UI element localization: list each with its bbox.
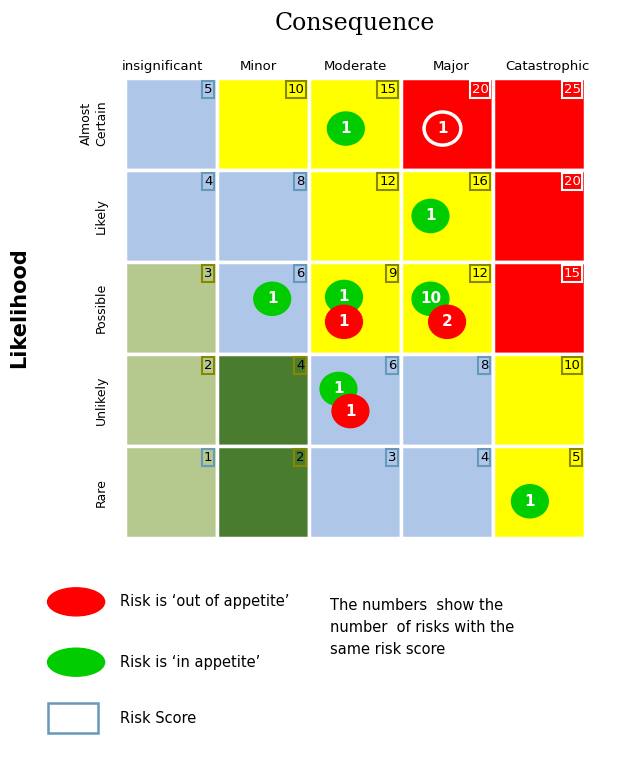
Text: 4: 4 bbox=[296, 359, 304, 372]
Ellipse shape bbox=[320, 373, 357, 406]
FancyBboxPatch shape bbox=[125, 78, 217, 170]
Text: Rare: Rare bbox=[94, 478, 108, 507]
Text: Possible: Possible bbox=[94, 283, 108, 333]
Text: The numbers  show the
number  of risks with the
same risk score: The numbers show the number of risks wit… bbox=[330, 598, 514, 657]
Text: 1: 1 bbox=[204, 450, 212, 464]
Text: 4: 4 bbox=[480, 450, 488, 464]
Text: 3: 3 bbox=[388, 450, 396, 464]
Text: Unlikely: Unlikely bbox=[94, 376, 108, 425]
FancyBboxPatch shape bbox=[309, 354, 401, 446]
Ellipse shape bbox=[327, 112, 365, 145]
Text: 15: 15 bbox=[380, 82, 396, 95]
FancyBboxPatch shape bbox=[125, 354, 217, 446]
Text: 1: 1 bbox=[345, 403, 356, 419]
Text: Likelihood: Likelihood bbox=[9, 248, 29, 368]
FancyBboxPatch shape bbox=[217, 78, 309, 170]
FancyBboxPatch shape bbox=[309, 262, 401, 354]
FancyBboxPatch shape bbox=[401, 446, 493, 538]
Text: 8: 8 bbox=[480, 359, 488, 372]
Text: Risk is ‘in appetite’: Risk is ‘in appetite’ bbox=[120, 654, 261, 670]
Ellipse shape bbox=[512, 484, 548, 518]
FancyBboxPatch shape bbox=[309, 170, 401, 262]
FancyBboxPatch shape bbox=[125, 170, 217, 262]
Text: Minor: Minor bbox=[240, 60, 277, 73]
Text: 6: 6 bbox=[388, 359, 396, 372]
Text: Catastrophic: Catastrophic bbox=[505, 60, 590, 73]
Ellipse shape bbox=[48, 588, 105, 616]
FancyBboxPatch shape bbox=[401, 170, 493, 262]
FancyBboxPatch shape bbox=[125, 262, 217, 354]
Text: 1: 1 bbox=[339, 314, 349, 330]
Text: 1: 1 bbox=[68, 711, 77, 725]
Text: 6: 6 bbox=[296, 266, 304, 280]
Text: 20: 20 bbox=[472, 82, 488, 95]
Text: 12: 12 bbox=[472, 266, 488, 280]
Ellipse shape bbox=[429, 305, 465, 338]
Text: 10: 10 bbox=[564, 359, 581, 372]
Ellipse shape bbox=[412, 199, 449, 233]
Text: 10: 10 bbox=[420, 291, 441, 306]
FancyBboxPatch shape bbox=[493, 446, 585, 538]
Ellipse shape bbox=[332, 394, 369, 427]
FancyBboxPatch shape bbox=[217, 446, 309, 538]
Text: Risk Score: Risk Score bbox=[120, 711, 197, 726]
Text: 4: 4 bbox=[204, 175, 212, 188]
Text: 5: 5 bbox=[572, 450, 581, 464]
FancyBboxPatch shape bbox=[217, 262, 309, 354]
Text: 12: 12 bbox=[380, 175, 396, 188]
Text: 9: 9 bbox=[388, 266, 396, 280]
Text: 20: 20 bbox=[564, 175, 581, 188]
Text: 2: 2 bbox=[204, 359, 212, 372]
Text: 1: 1 bbox=[340, 121, 351, 136]
Text: Moderate: Moderate bbox=[323, 60, 387, 73]
Text: 16: 16 bbox=[472, 175, 488, 188]
FancyBboxPatch shape bbox=[401, 78, 493, 170]
Text: 25: 25 bbox=[564, 82, 581, 95]
Text: Risk is ‘out of appetite’: Risk is ‘out of appetite’ bbox=[120, 594, 290, 609]
FancyBboxPatch shape bbox=[401, 262, 493, 354]
Ellipse shape bbox=[326, 305, 363, 338]
Text: 1: 1 bbox=[525, 494, 535, 509]
FancyBboxPatch shape bbox=[309, 78, 401, 170]
Ellipse shape bbox=[48, 648, 105, 676]
Text: 10: 10 bbox=[288, 82, 304, 95]
Text: 15: 15 bbox=[564, 266, 581, 280]
FancyBboxPatch shape bbox=[493, 262, 585, 354]
Text: 2: 2 bbox=[442, 314, 453, 330]
Text: 1: 1 bbox=[425, 209, 436, 223]
Text: 8: 8 bbox=[296, 175, 304, 188]
Ellipse shape bbox=[326, 280, 363, 313]
Text: Almost
Certain: Almost Certain bbox=[80, 100, 108, 146]
Text: insignificant: insignificant bbox=[122, 60, 203, 73]
Ellipse shape bbox=[412, 283, 449, 316]
FancyBboxPatch shape bbox=[309, 446, 401, 538]
FancyBboxPatch shape bbox=[493, 354, 585, 446]
Text: 1: 1 bbox=[339, 290, 349, 304]
Text: 1: 1 bbox=[333, 381, 344, 397]
FancyBboxPatch shape bbox=[217, 170, 309, 262]
Text: 1: 1 bbox=[437, 121, 448, 136]
Text: 2: 2 bbox=[296, 450, 304, 464]
Text: 3: 3 bbox=[204, 266, 212, 280]
Ellipse shape bbox=[254, 283, 290, 316]
Text: 1: 1 bbox=[267, 291, 278, 306]
FancyBboxPatch shape bbox=[217, 354, 309, 446]
Text: Likely: Likely bbox=[94, 198, 108, 233]
Text: 5: 5 bbox=[204, 82, 212, 95]
FancyBboxPatch shape bbox=[401, 354, 493, 446]
FancyBboxPatch shape bbox=[493, 170, 585, 262]
FancyBboxPatch shape bbox=[493, 78, 585, 170]
Text: Major: Major bbox=[433, 60, 470, 73]
Text: Consequence: Consequence bbox=[275, 12, 435, 35]
FancyBboxPatch shape bbox=[48, 703, 98, 733]
FancyBboxPatch shape bbox=[125, 446, 217, 538]
